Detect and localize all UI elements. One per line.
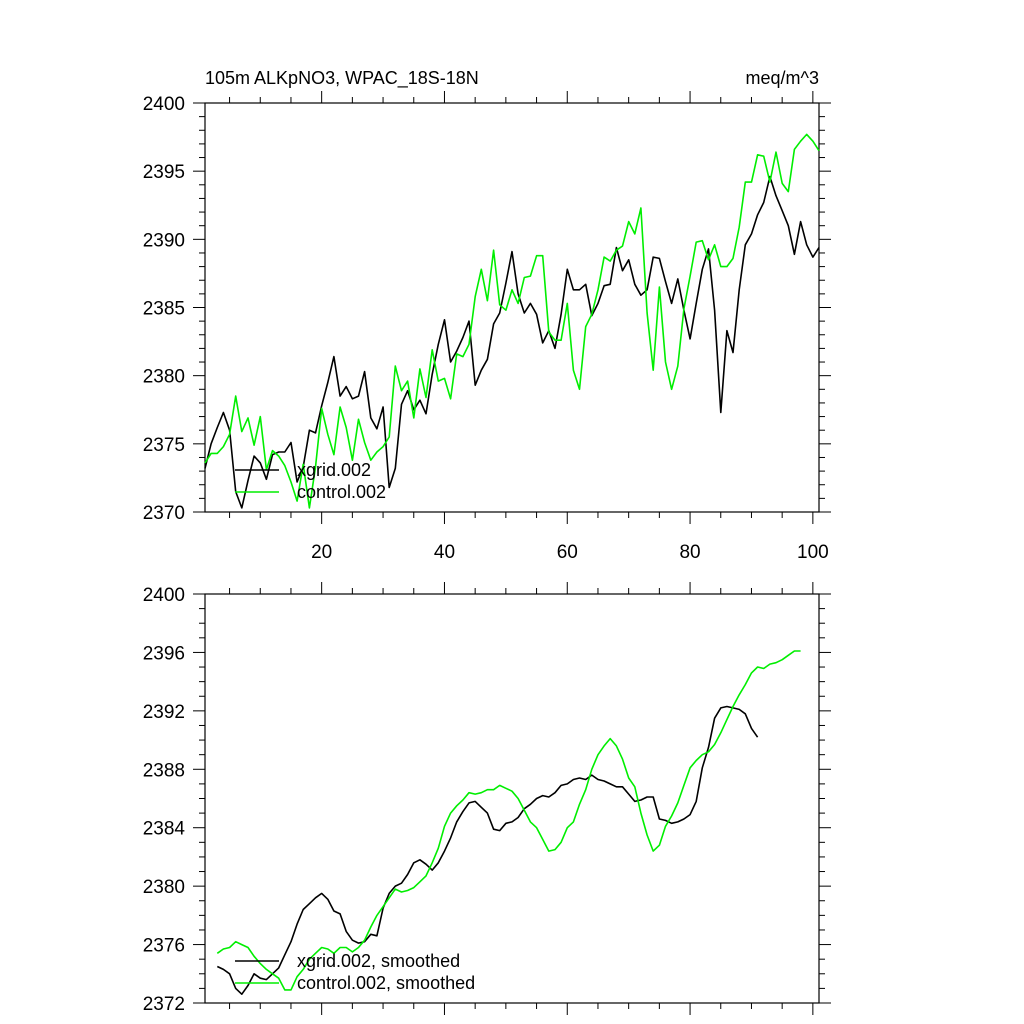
y-tick-label: 2380 [143, 877, 185, 898]
y-tick-label: 2370 [143, 503, 185, 524]
y-tick-label: 2395 [143, 162, 185, 183]
legend-label: xgrid.002, smoothed [297, 951, 460, 971]
x-tick-label: 100 [797, 542, 829, 563]
legend-label: control.002, smoothed [297, 973, 475, 993]
series-line-1 [204, 175, 820, 509]
series-line-2 [204, 133, 820, 509]
y-tick-label: 2376 [143, 936, 185, 957]
y-tick-label: 2384 [143, 819, 186, 840]
y-tick-label: 2380 [143, 367, 185, 388]
y-tick-label: 2400 [143, 94, 185, 115]
legend-label: xgrid.002 [297, 460, 371, 480]
y-tick-label: 2372 [143, 994, 185, 1015]
series-line-2 [216, 650, 801, 991]
chart-title: 105m ALKpNO3, WPAC_18S-18N [205, 68, 479, 89]
chart-panel-2: 2372 2376 2380 2384 2388 2392 2396 2400 xgrid.00… [143, 582, 831, 1015]
legend-label: control.002 [297, 482, 386, 502]
plot-frame [204, 593, 820, 1004]
y-tick-label: 2400 [143, 585, 185, 606]
y-tick-label: 2396 [143, 643, 185, 664]
y-tick-label: 2390 [143, 230, 185, 251]
y-tick-label: 2388 [143, 760, 185, 781]
x-tick-label: 40 [434, 542, 455, 563]
x-tick-label: 20 [311, 542, 332, 563]
y-tick-label: 2392 [143, 702, 185, 723]
y-tick-label: 2375 [143, 435, 185, 456]
plot-frame [204, 102, 820, 513]
chart-panel-1: 2370 2375 2380 2385 2390 2395 2400 20 40 60 80 100 1… [143, 68, 831, 563]
x-tick-label: 80 [679, 542, 700, 563]
x-tick-label: 60 [557, 542, 578, 563]
y-tick-label: 2385 [143, 299, 185, 320]
units-label: meq/m^3 [746, 68, 819, 88]
